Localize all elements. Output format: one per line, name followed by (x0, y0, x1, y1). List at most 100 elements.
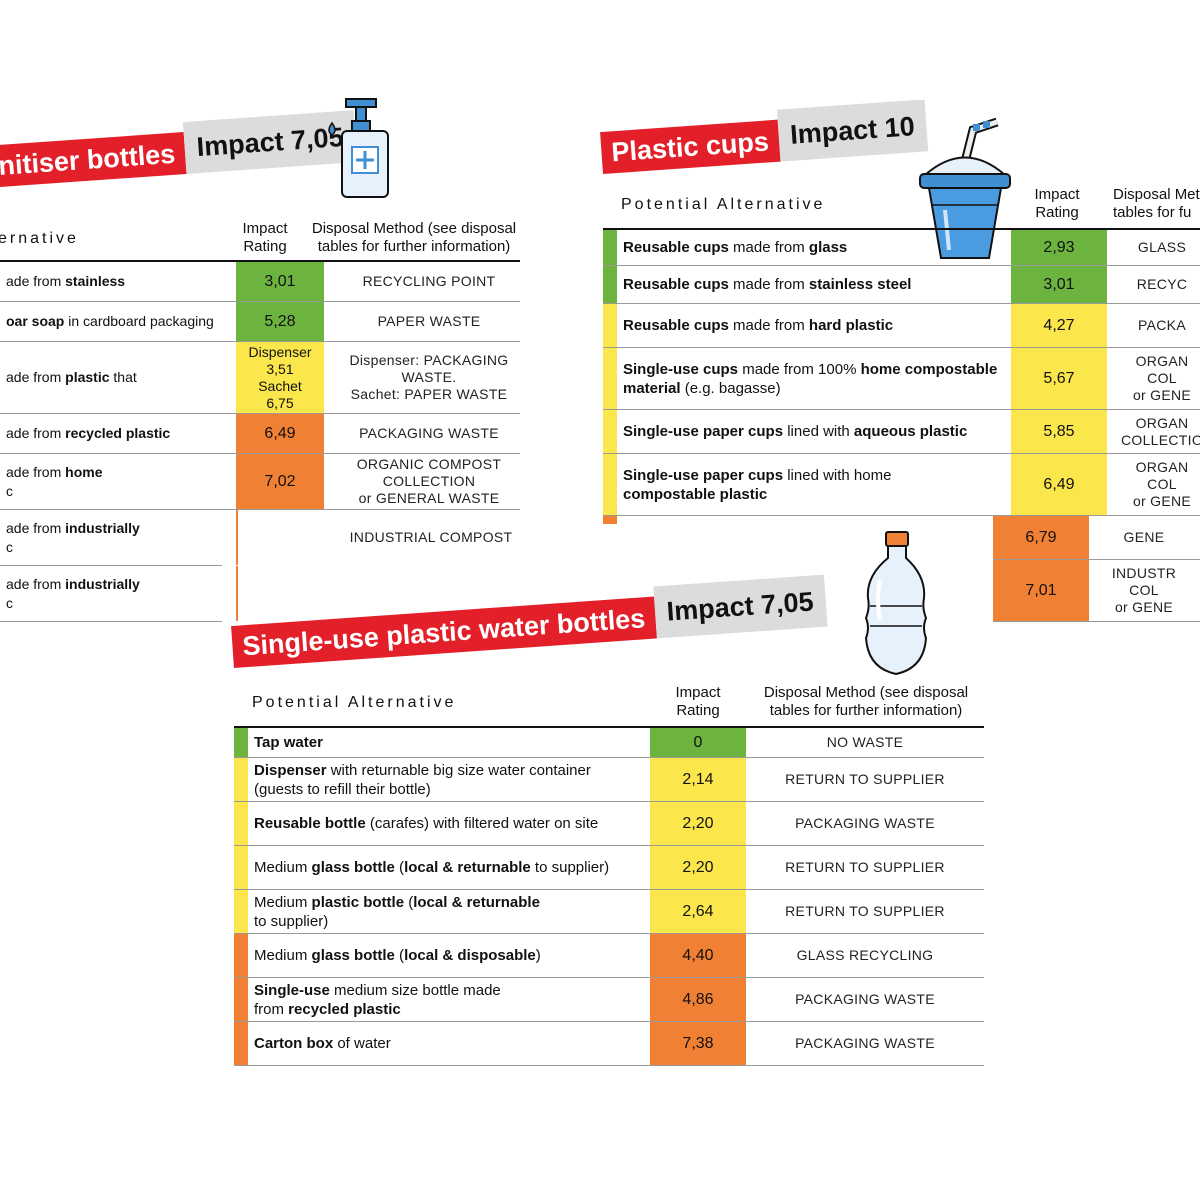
alternative-line: Single-use cups made from 100% home comp… (623, 360, 1011, 379)
rating-color-bar (234, 1022, 248, 1065)
rating-color-bar (603, 304, 617, 347)
alternative-keyword-2: stainless steel (808, 276, 912, 293)
alternative-middle: made from 100% (738, 360, 861, 378)
alternative-middle: made from (728, 276, 809, 293)
alternative-text-part: medium size bottle made (329, 981, 501, 999)
row-divider (0, 413, 520, 414)
rating-color-bar (603, 266, 617, 303)
alternative-text: Reusable bottle (carafes) with filtered … (248, 814, 650, 833)
alternative-line: ade from stainless (6, 272, 236, 291)
alternative-text: ade from recycled plastic (0, 424, 236, 443)
impact-rating-cell: 6,49 (236, 414, 324, 453)
alternative-keyword: glass bottle (311, 859, 395, 876)
alternative-text-part: Medium (254, 859, 312, 876)
row-divider (234, 1065, 984, 1066)
orange-bar-stub (603, 516, 617, 524)
table-row: Single-use cups made from 100% home comp… (603, 348, 1200, 409)
table-row: ade from industrially c INDUSTRIAL COMPOST (0, 510, 530, 565)
disposal-method-cell: PAPER WASTE (377, 313, 481, 329)
row-divider (234, 801, 984, 802)
row-divider (603, 303, 1200, 304)
row-divider (0, 301, 520, 302)
alternative-text-part: from (254, 1000, 289, 1018)
alternative-text: Medium glass bottle (local & disposable) (248, 946, 650, 965)
alternative-keyword: Tap water (254, 734, 323, 751)
rating-color-bar (234, 728, 248, 757)
impact-rating-cell: 3,01 (236, 262, 324, 301)
cups-header-alternative: Potential Alternative (621, 196, 826, 213)
row-divider (0, 565, 222, 566)
alternative-line-2: from recycled plastic (254, 1000, 650, 1019)
disposal-method-cell: GLASS RECYCLING (796, 947, 934, 963)
alternative-text: ade from stainless (0, 272, 236, 291)
water-title-group: Single-use plastic water bottles Impact … (230, 574, 828, 668)
row-divider (234, 933, 984, 934)
impact-rating-cell: 7,02 (236, 454, 324, 509)
impact-rating-cell: 6,79 (993, 516, 1089, 559)
alternative-keyword: home (65, 463, 103, 480)
rating-color-bar (603, 348, 617, 409)
disposal-method-cell: NO WASTE (826, 734, 904, 750)
row-divider (603, 347, 1200, 348)
impact-rating-cell: 2,93 (1011, 230, 1107, 265)
impact-rating-cell: 2,64 (650, 890, 746, 933)
alternative-keyword-2: glass (808, 239, 848, 256)
row-divider (0, 621, 222, 622)
alternative-line-2: material (e.g. bagasse) (623, 379, 1011, 398)
table-row: ade from home c 7,02 ORGANIC COMPOST COLLEC… (0, 454, 530, 509)
disposal-method-cell: RETURN TO SUPPLIER (785, 903, 945, 919)
table-row: Dispenser with returnable big size water… (234, 758, 984, 801)
alternative-line: ade from industrially (6, 519, 236, 538)
table-row: Medium glass bottle (local & returnable … (234, 846, 984, 889)
impact-rating-cell: 5,85 (1011, 410, 1107, 453)
alternative-keyword-2: aqueous plastic (853, 423, 968, 440)
alternative-keyword: industrially (65, 519, 140, 536)
alternative-text: Medium plastic bottle (local & returnabl… (248, 893, 650, 931)
disposal-method-cell: RECYCLING POINT (362, 273, 496, 289)
alternative-keyword: Single-use cups (623, 360, 739, 378)
row-divider (234, 757, 984, 758)
alternative-keyword: Carton box (254, 1035, 334, 1052)
cups-header-line (603, 228, 1200, 230)
table-row: Reusable bottle (carafes) with filtered … (234, 802, 984, 845)
table-row: ade from stainless 3,01 RECYCLING POINT (0, 262, 530, 301)
rating-color-bar (234, 890, 248, 933)
rating-color-bar (234, 846, 248, 889)
alternative-line: Reusable bottle (carafes) with filtered … (254, 814, 650, 833)
soap-dispenser-icon (328, 98, 389, 198)
alternative-text: Single-use cups made from 100% home comp… (617, 360, 1011, 398)
alternative-line-2: (guests to refill their bottle) (254, 780, 431, 798)
alternative-text: Carton box of water (248, 1034, 650, 1053)
rating-color-bar (234, 934, 248, 977)
alternative-text: Dispenser with returnable big size water… (248, 761, 650, 799)
table-row: Reusable cups made from stainless steel 3… (603, 266, 1200, 303)
disposal-method-cell: INDUSTRIAL COMPOST (349, 529, 513, 545)
alternative-keyword: Reusable cups (623, 239, 729, 256)
alternative-prefix: ade from (6, 369, 66, 385)
alternative-text-part: Medium (254, 893, 312, 911)
alternative-line: Reusable cups made from glass (623, 238, 1011, 257)
water-card: Single-use plastic water bottles Impact … (228, 520, 993, 1072)
alternative-text: Reusable cups made from stainless steel (617, 275, 1011, 294)
impact-rating-cell (236, 510, 326, 565)
disposal-method-cell: ORGAN COL or GENE (1132, 459, 1192, 509)
impact-rating-cell: 2,20 (650, 802, 746, 845)
impact-rating-cell: 4,40 (650, 934, 746, 977)
table-row: ade from plastic that Dispenser 3,51 Sach… (0, 342, 530, 413)
alternative-line: oar soap in cardboard packaging (6, 312, 236, 331)
row-divider (0, 453, 520, 454)
cups-header-rating: Impact Rating (1034, 186, 1080, 221)
sanitiser-header-alternative: ernative (0, 230, 79, 247)
row-divider (993, 621, 1200, 622)
alternative-text-part: ( (394, 859, 405, 876)
impact-rating-cell: 0 (650, 728, 746, 757)
alternative-keyword: Dispenser (254, 761, 327, 779)
alternative-suffix: in cardboard packaging (64, 313, 214, 329)
alternative-text: Medium glass bottle (local & returnable … (248, 858, 650, 877)
row-divider (234, 977, 984, 978)
alternative-keyword-3: compostable plastic (623, 485, 768, 503)
alternative-suffix: that (109, 369, 137, 385)
cups-title-group: Plastic cups Impact 10 (599, 100, 929, 174)
cups-header-disposal: Disposal Met tables for fu (1113, 186, 1200, 221)
alternative-prefix: ade from (6, 425, 66, 441)
